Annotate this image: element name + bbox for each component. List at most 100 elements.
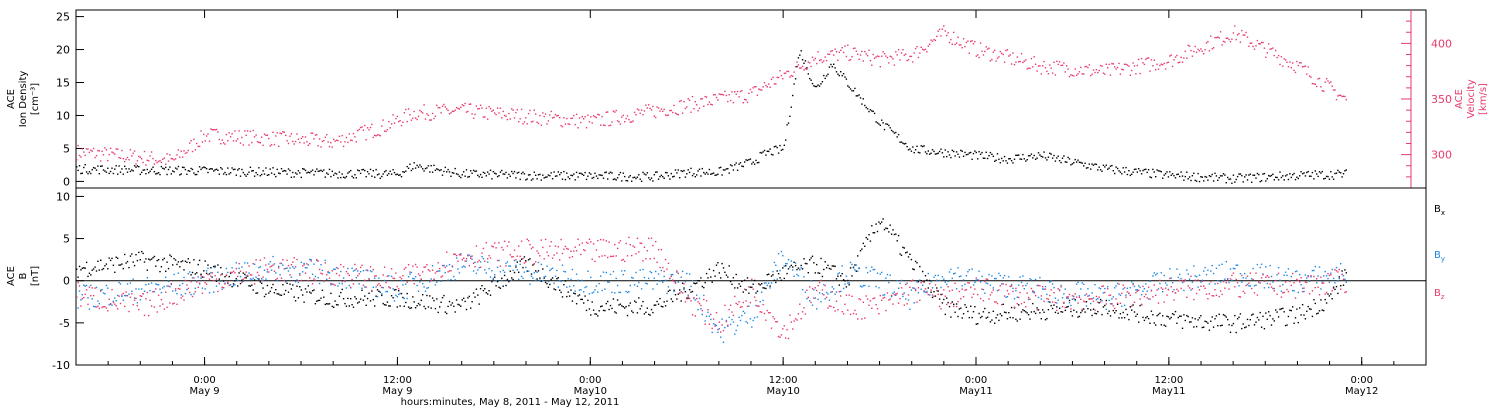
data-point [718,272,720,274]
data-point [450,279,452,281]
data-point [679,289,681,291]
data-point [249,130,252,133]
data-point [196,281,198,283]
data-point [91,287,93,289]
data-point [280,168,283,170]
data-point [107,167,109,169]
data-point [390,295,393,297]
data-point [858,94,860,96]
data-point [1094,284,1096,286]
data-point [542,268,544,270]
data-point [1064,288,1066,290]
data-point [583,291,585,293]
data-point [810,257,812,259]
data-point [157,294,160,297]
data-point [1200,315,1202,317]
data-point [90,274,92,276]
data-point [772,316,774,318]
data-point [331,270,333,272]
data-point [763,82,766,84]
data-point [862,242,864,245]
data-point [1039,154,1041,156]
data-point [122,299,124,301]
data-point [183,269,185,271]
data-point [477,108,479,110]
data-point [420,111,422,113]
data-point [831,50,833,52]
data-point [1044,319,1047,321]
data-point [478,266,480,269]
data-point [270,172,273,174]
data-point [405,267,407,269]
data-point [114,271,116,273]
data-point [783,277,785,280]
data-point [1020,303,1023,305]
data-point [376,284,379,286]
data-point [1242,181,1244,183]
data-point [687,295,689,297]
data-point [1010,63,1013,65]
data-point [793,320,795,322]
data-point [968,316,970,319]
data-point [371,123,373,126]
data-point [1102,164,1105,166]
data-point [1214,283,1216,285]
data-point [467,110,469,113]
data-point [705,300,708,302]
data-point [1080,66,1082,69]
data-point [1335,285,1338,288]
data-point [227,271,229,274]
data-point [1001,304,1003,306]
data-point [135,166,137,168]
data-point [1145,168,1147,170]
data-point [279,172,281,175]
data-point [1280,308,1283,310]
data-point [84,154,86,157]
data-point [1136,289,1138,291]
data-point [851,90,853,92]
data-point [556,252,558,254]
data-point [88,286,91,288]
data-point [1184,319,1186,322]
data-point [1063,62,1065,64]
data-point [183,166,185,169]
data-point [115,300,117,302]
data-point [495,247,497,249]
data-point [215,168,218,170]
data-point [1149,298,1151,300]
data-point [639,242,641,244]
data-point [914,149,917,151]
data-point [902,142,904,144]
data-point [374,176,376,178]
data-point [1126,64,1129,66]
data-point [1097,72,1099,74]
data-point [902,295,904,298]
data-point [992,155,994,157]
data-point [244,273,246,276]
data-point [324,136,326,138]
data-point [464,266,466,268]
data-point [720,331,722,333]
data-point [1061,64,1064,66]
data-point [379,135,381,137]
data-point [440,276,442,278]
data-point [399,276,401,278]
data-point [292,261,294,263]
data-point [564,123,567,125]
data-point [519,260,521,262]
data-point [128,310,130,313]
data-point [539,173,541,176]
data-point [1053,154,1055,157]
data-point [406,165,408,168]
data-point [471,301,473,303]
data-point [1255,177,1257,179]
data-point [1140,294,1143,296]
data-point [1095,69,1098,71]
data-point [501,277,503,279]
data-point [366,127,369,129]
data-point [1132,282,1134,285]
data-point [1044,67,1047,69]
data-point [330,175,332,178]
data-point [862,301,864,303]
